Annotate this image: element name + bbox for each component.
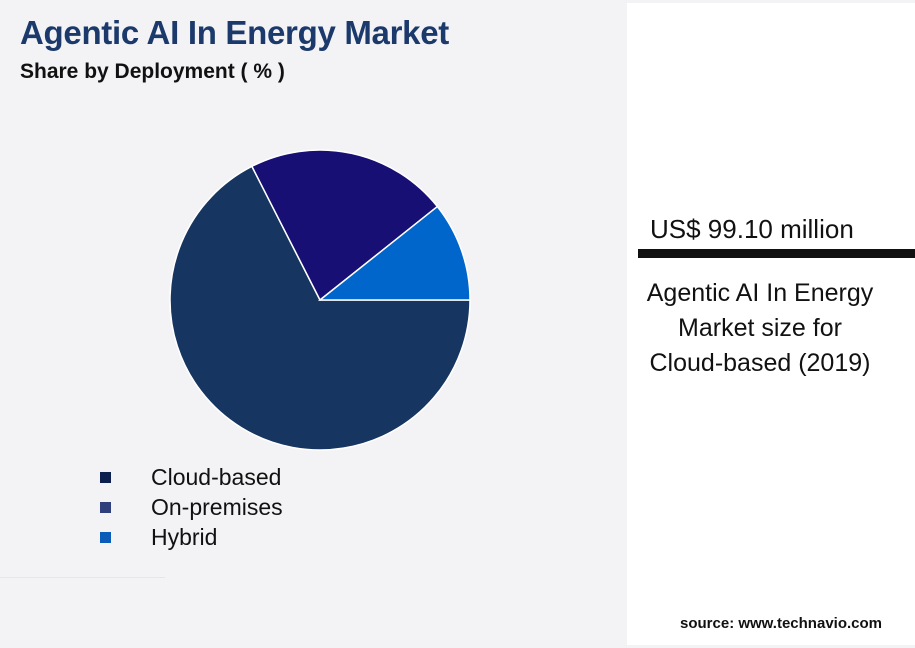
legend-label: Cloud-based xyxy=(151,463,282,490)
chart-subtitle: Share by Deployment ( % ) xyxy=(20,60,285,83)
source-text: source: www.technavio.com xyxy=(680,615,882,632)
legend-swatch xyxy=(100,531,111,543)
callout-panel xyxy=(627,3,915,645)
legend: Cloud-based On-premises Hybrid xyxy=(100,462,283,552)
legend-swatch xyxy=(100,471,111,483)
legend-label: Hybrid xyxy=(151,523,218,550)
legend-item-cloud-based: Cloud-based xyxy=(100,462,283,492)
pie-slice-hybrid xyxy=(317,205,471,301)
callout-value: US$ 99.10 million xyxy=(650,214,854,244)
callout-divider xyxy=(638,249,915,258)
divider xyxy=(0,577,165,578)
legend-item-hybrid: Hybrid xyxy=(100,522,283,552)
pie-slice-on-premises xyxy=(250,149,439,302)
chart-title: Agentic AI In Energy Market xyxy=(20,14,449,51)
legend-label: On-premises xyxy=(151,493,283,520)
pie-slice-cloud-based xyxy=(169,165,471,451)
callout-description: Agentic AI In Energy Market size for Clo… xyxy=(646,279,874,377)
pie-chart xyxy=(169,149,471,451)
legend-item-on-premises: On-premises xyxy=(100,492,283,522)
legend-swatch xyxy=(100,501,111,513)
